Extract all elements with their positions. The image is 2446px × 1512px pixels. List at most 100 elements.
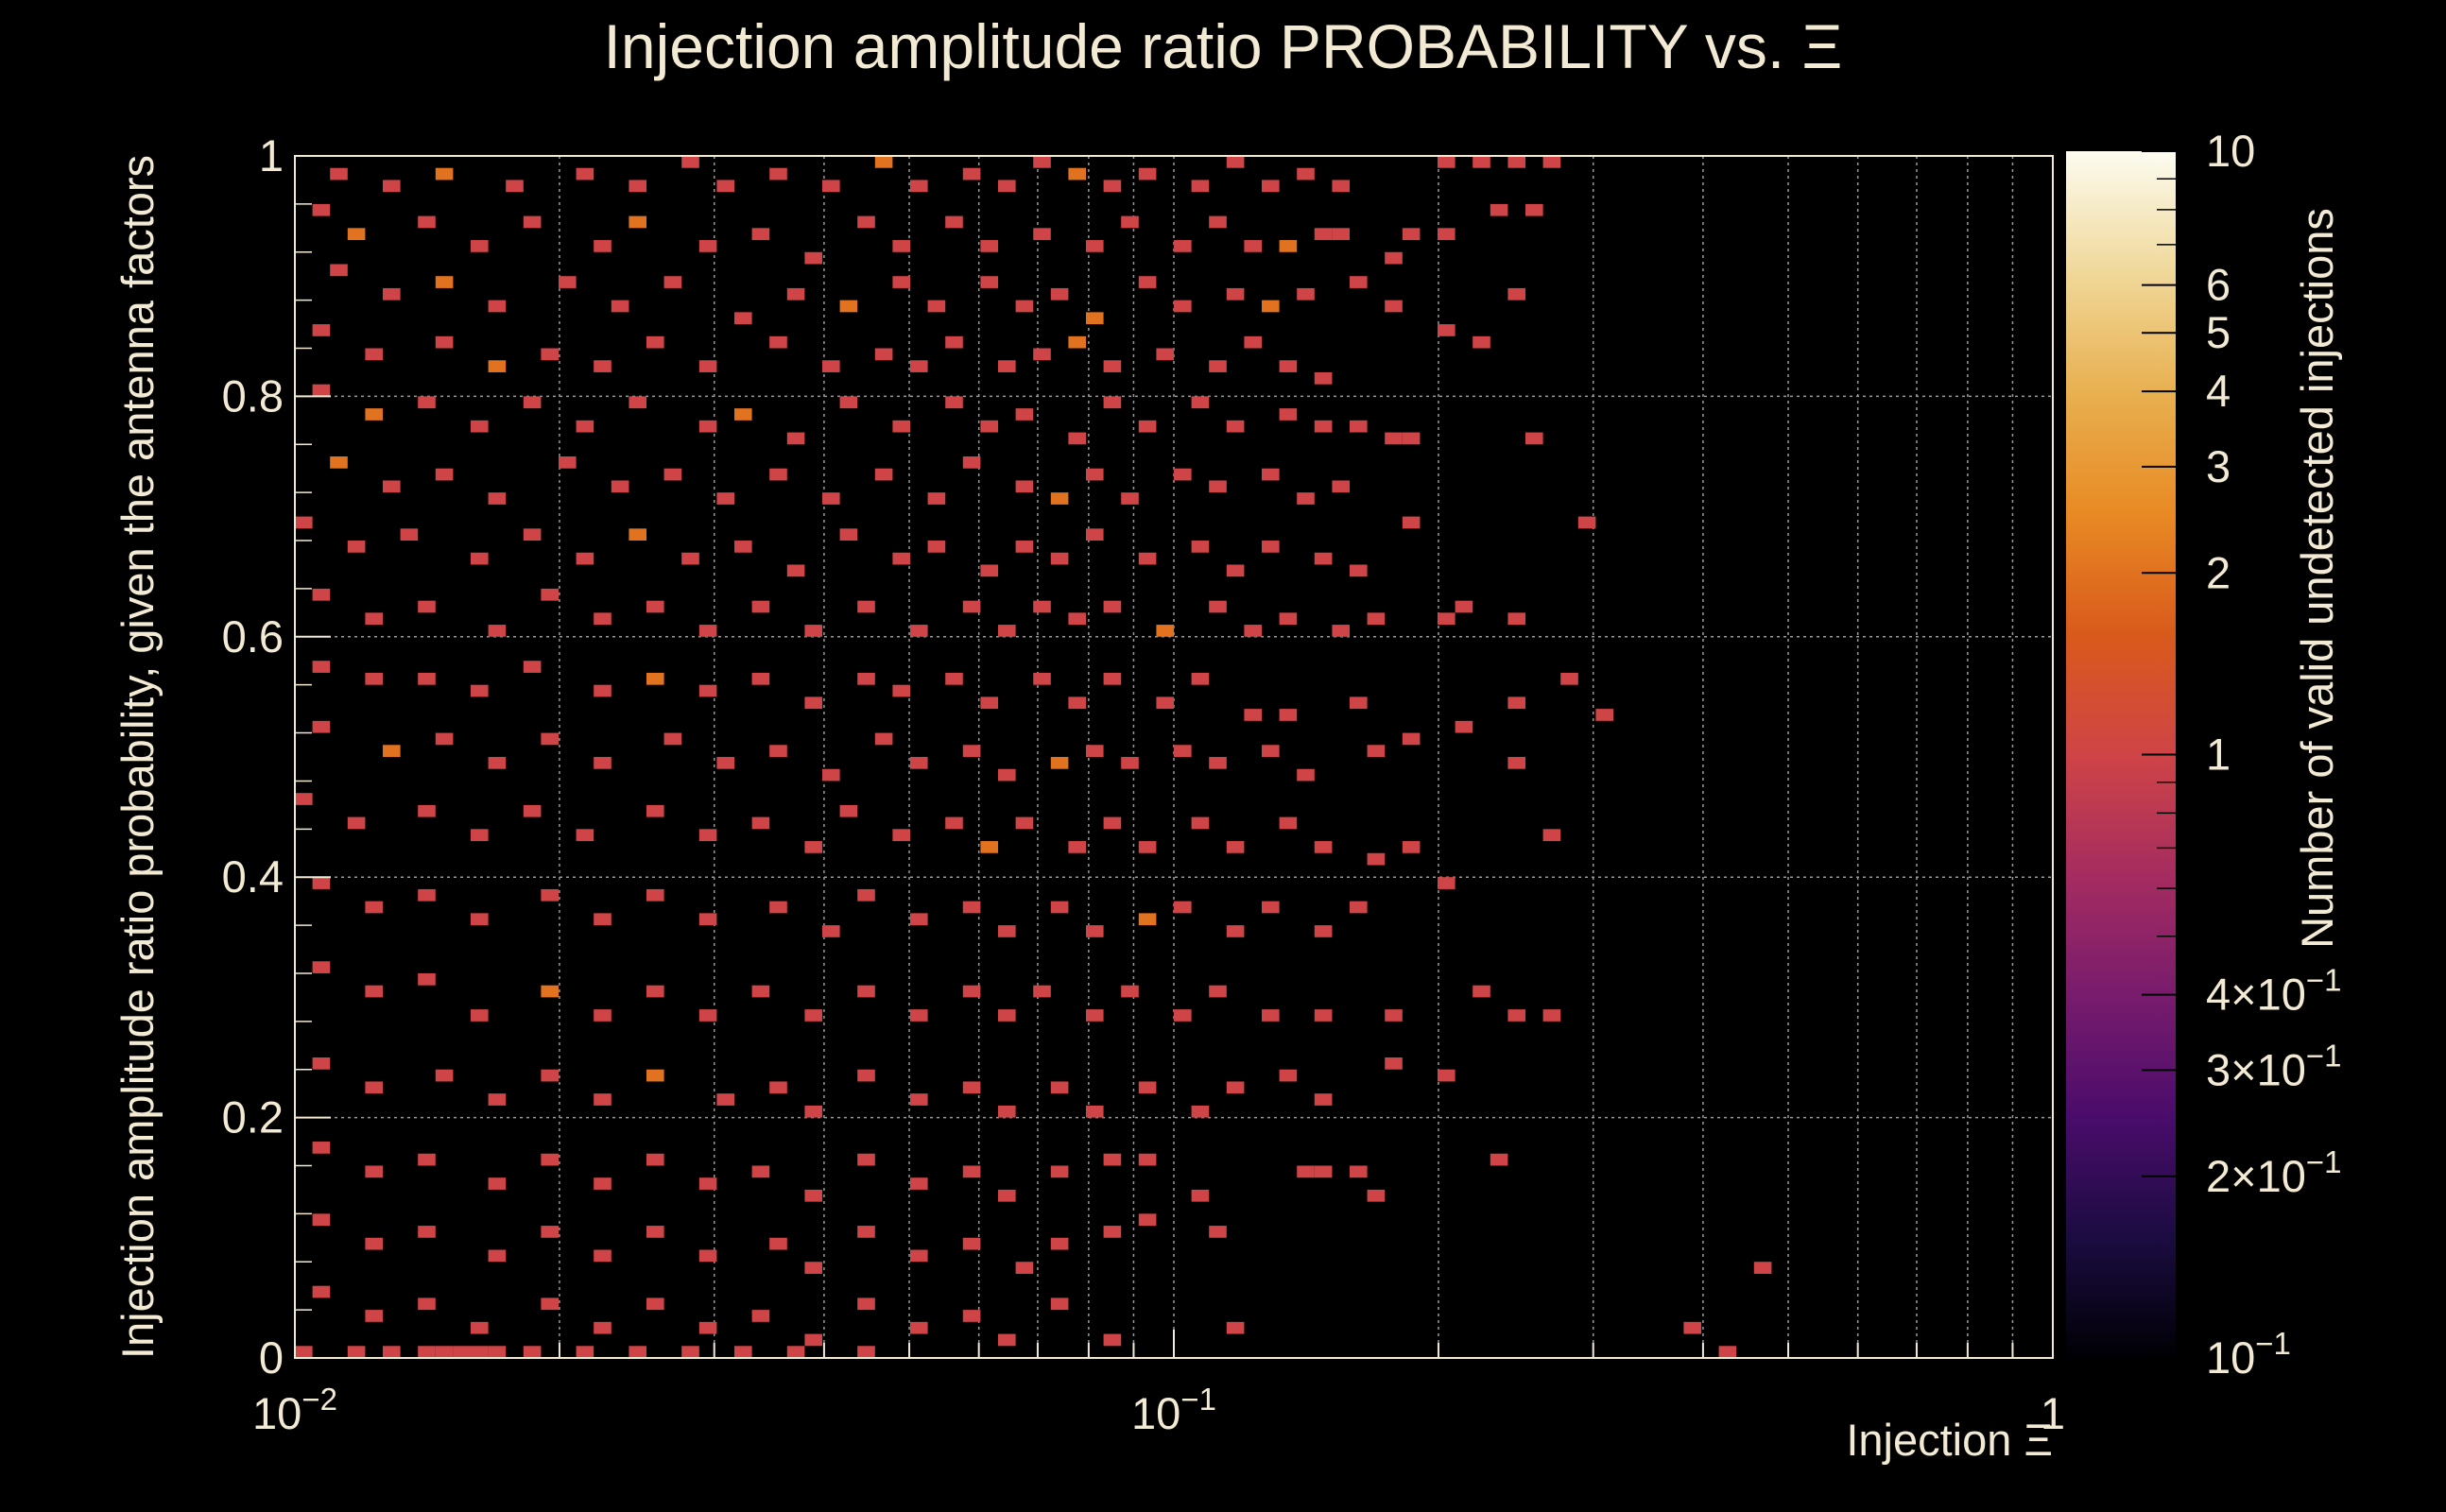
heatmap-cell [1033,985,1051,998]
heatmap-cell [1050,901,1069,914]
heatmap-cell [312,203,331,216]
heatmap-cell [1086,1105,1104,1118]
heatmap-cell [769,335,787,349]
heatmap-cell [576,829,594,842]
heatmap-cell [1015,408,1034,421]
heatmap-cell [998,1333,1016,1347]
heatmap-cell [488,360,507,372]
heatmap-cell [698,913,717,926]
heatmap-cell [1050,1081,1069,1094]
heatmap-cell [541,1297,559,1311]
heatmap-cell [751,985,770,998]
heatmap-cell [594,1321,612,1334]
heatmap-cell [1174,1009,1192,1022]
heatmap-cell [1279,360,1298,372]
heatmap-cell [945,215,963,229]
heatmap-cell [418,972,436,986]
heatmap-cell [383,480,401,493]
heatmap-cell [1191,541,1210,553]
heatmap-cell [892,684,910,697]
heatmap-cell [1033,228,1051,241]
y-tick-label: 0.6 [222,611,284,662]
heatmap-cell [804,1105,822,1118]
heatmap-cell [1121,215,1139,229]
heatmap-cell [716,492,734,505]
heatmap-cell [488,1249,507,1263]
heatmap-cell [804,251,822,265]
heatmap-cell [295,793,313,805]
heatmap-cell [892,829,910,842]
heatmap-cell [629,180,646,193]
heatmap-cell [857,1153,875,1166]
heatmap-cell [1086,468,1104,481]
heatmap-cell [1350,564,1368,577]
heatmap-cell [751,228,770,241]
heatmap-cell [1156,625,1174,637]
heatmap-cell [839,528,858,541]
heatmap-cell [1367,745,1386,757]
heatmap-cell [839,300,858,313]
heatmap-cell [1191,1189,1210,1202]
heatmap-cell [435,167,454,180]
heatmap-cell [892,240,910,252]
heatmap-cell [1542,156,1561,168]
heatmap-cell [471,240,489,252]
heatmap-cell [1262,901,1280,914]
heatmap-cell [330,264,348,277]
heatmap-cell [1138,552,1157,565]
heatmap-cell [1103,396,1122,409]
heatmap-cell [523,528,542,541]
heatmap-cell [892,552,910,565]
heatmap-cell [734,408,752,421]
heatmap-cell [1015,816,1034,830]
y-tick-label: 0.2 [222,1092,284,1143]
heatmap-cell [910,1249,928,1263]
heatmap-cell [769,745,787,757]
heatmap-cell [1138,167,1157,180]
colorbar-label: Number of valid undetected injections [2292,208,2342,949]
heatmap-cells [295,156,1772,1358]
heatmap-cell [365,348,383,361]
heatmap-cell [1367,1189,1386,1202]
heatmap-cell [1350,696,1368,710]
heatmap-cell [1244,709,1262,721]
heatmap-cell [681,552,699,565]
heatmap-cell [646,1069,664,1082]
heatmap-cell [1402,841,1421,853]
heatmap-cell [874,468,893,481]
heatmap-cell [1138,841,1157,853]
heatmap-cell [1507,612,1525,626]
heatmap-cell [1086,312,1104,325]
heatmap-cell [980,841,998,853]
heatmap-cell [646,1153,664,1166]
heatmap-cell [857,672,875,685]
heatmap-cell [365,408,383,421]
heatmap-cell [646,1297,664,1311]
heatmap-cell [1350,901,1368,914]
heatmap-cell [418,215,436,229]
heatmap-cell [822,492,840,505]
heatmap-cell [804,696,822,710]
heatmap-cell [751,1310,770,1322]
heatmap-cell [418,888,436,902]
heatmap-cell [1262,180,1280,193]
heatmap-cell [1226,156,1245,168]
heatmap-cell [435,335,454,349]
heatmap-cell [418,1226,436,1238]
heatmap-cell [786,1346,805,1358]
heatmap-cell [945,816,963,830]
heatmap-cell [910,1009,928,1022]
heatmap-cell [365,1081,383,1094]
heatmap-cell [1015,480,1034,493]
heatmap-cell [418,1346,436,1358]
heatmap-cell [1209,1226,1227,1238]
heatmap-cell [1683,1321,1701,1334]
heatmap-cell [663,468,682,481]
heatmap-cell [646,985,664,998]
heatmap-cell [330,456,348,469]
heatmap-cell [611,300,629,313]
heatmap-cell [980,276,998,288]
heatmap-cell [998,1009,1016,1022]
heatmap-cell [1314,552,1333,565]
